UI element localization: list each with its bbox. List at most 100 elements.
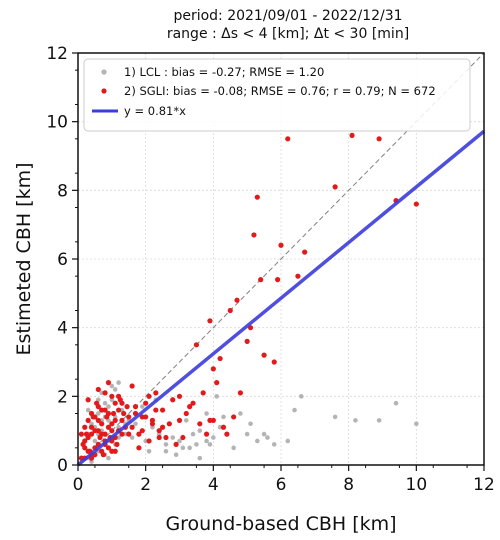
axis-ticks: 0 2 4 6 8 10 12 0 2 4 6 8 10 12: [46, 44, 494, 495]
sgli-point: [166, 421, 172, 427]
sgli-point: [234, 297, 240, 303]
lcl-point: [214, 394, 220, 399]
sgli-point: [112, 417, 118, 423]
y-tick-label-6: 12: [46, 44, 68, 64]
sgli-point: [121, 410, 127, 417]
sgli-point: [183, 410, 189, 417]
lcl-point: [414, 421, 419, 427]
lcl-point: [299, 394, 304, 399]
lcl-point: [194, 442, 199, 447]
lcl-point: [109, 383, 115, 389]
lcl-point: [261, 431, 267, 437]
sgli-point: [119, 417, 125, 423]
sgli-point: [95, 386, 101, 393]
sgli-point: [116, 393, 122, 399]
lcl-point: [376, 418, 382, 423]
sgli-point: [109, 393, 115, 399]
lcl-point: [204, 438, 209, 444]
lcl-point: [177, 438, 182, 444]
x-axis-label: Ground-based CBH [km]: [165, 513, 396, 535]
lcl-point: [393, 400, 399, 406]
sgli-point: [295, 273, 301, 279]
legend-box: [83, 58, 471, 132]
sgli-point: [413, 201, 419, 207]
sgli-point: [376, 136, 382, 142]
x-tick-label-6: 12: [473, 475, 495, 495]
sgli-point: [217, 355, 223, 362]
lcl-point: [180, 445, 186, 451]
sgli-point: [254, 194, 260, 200]
sgli-point: [126, 414, 132, 420]
sgli-point: [170, 397, 176, 403]
sgli-point: [136, 445, 142, 451]
sgli-point: [92, 414, 98, 420]
y-tick-label-1: 2: [57, 387, 68, 407]
sgli-point: [275, 277, 281, 283]
lcl-point: [96, 411, 101, 416]
chart-title-line-2: range : Δs < 4 [km]; Δt < 30 [min]: [167, 26, 409, 42]
sgli-point: [88, 424, 95, 430]
lcl-point: [207, 442, 213, 447]
lcl-point: [163, 442, 169, 447]
sgli-point: [104, 414, 110, 420]
y-tick-label-0: 0: [57, 456, 68, 476]
sgli-point: [180, 434, 186, 441]
sgli-point: [153, 407, 159, 413]
x-tick-label-1: 2: [140, 475, 151, 495]
sgli-point: [105, 424, 112, 430]
lcl-point: [139, 404, 145, 409]
x-tick-label-2: 4: [208, 475, 219, 495]
sgli-points: [78, 132, 419, 461]
sgli-point: [109, 428, 115, 434]
sgli-point: [237, 390, 243, 396]
y-tick-label-4: 8: [57, 181, 68, 201]
lcl-point: [197, 455, 203, 461]
lcl-point: [244, 431, 250, 437]
fit-line-segment: [76, 129, 486, 467]
sgli-point: [114, 441, 120, 447]
sgli-point: [129, 424, 135, 430]
lcl-point: [292, 407, 297, 413]
sgli-point: [105, 380, 112, 386]
sgli-point: [105, 445, 112, 451]
sgli-point: [214, 380, 220, 386]
sgli-point: [116, 407, 122, 413]
sgli-point: [203, 431, 210, 437]
legend: 1) LCL : bias = -0.27; RMSE = 1.20 2) SG…: [83, 58, 471, 132]
x-tick-label-4: 8: [343, 475, 354, 495]
sgli-point: [193, 342, 200, 348]
sgli-point: [163, 434, 169, 441]
lcl-point: [231, 445, 236, 451]
sgli-point: [200, 390, 206, 396]
y-axis-label: Estimeted CBH [km]: [13, 162, 35, 355]
lcl-point: [116, 380, 121, 385]
sgli-point: [110, 410, 117, 417]
sgli-point: [143, 400, 149, 406]
sgli-point: [126, 431, 132, 437]
sgli-point: [99, 431, 105, 437]
sgli-point: [146, 393, 152, 399]
lcl-point: [133, 421, 138, 427]
sgli-point: [156, 434, 162, 441]
lcl-point: [271, 442, 277, 447]
sgli-point: [82, 424, 88, 430]
sgli-point: [119, 431, 125, 437]
chart-title-line-1: period: 2021/09/01 - 2022/12/31: [173, 8, 402, 24]
sgli-point: [207, 318, 213, 324]
y-tick-label-3: 6: [57, 250, 68, 270]
lcl-point: [204, 411, 209, 416]
lcl-point: [106, 404, 111, 409]
sgli-point: [102, 390, 108, 396]
sgli-point: [156, 428, 162, 434]
sgli-point: [153, 390, 159, 396]
sgli-point: [349, 132, 355, 138]
legend-marker-sgli: [101, 88, 107, 94]
lcl-point: [248, 421, 253, 427]
sgli-point: [332, 184, 338, 190]
sgli-point: [129, 383, 135, 389]
sgli-point: [100, 452, 106, 458]
sgli-point: [85, 397, 91, 403]
lcl-point: [102, 400, 108, 406]
sgli-point: [94, 400, 100, 406]
sgli-point: [302, 249, 308, 255]
